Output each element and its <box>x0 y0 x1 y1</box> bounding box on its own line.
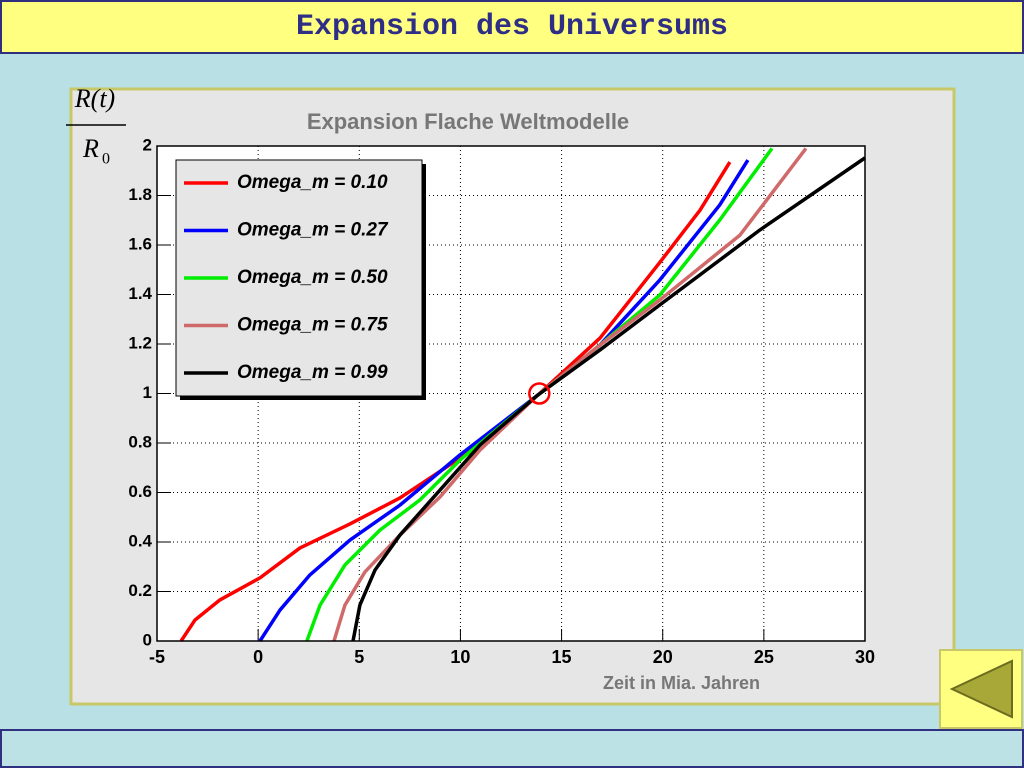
y-tick-label: 0.4 <box>128 531 152 550</box>
y-tick-label: 1.2 <box>128 333 152 352</box>
series-line <box>305 147 774 642</box>
header-bar: Expansion des Universums <box>0 0 1024 54</box>
legend-label: Omega_m = 0.10 <box>237 172 388 193</box>
y-tick-label: 0 <box>143 630 152 649</box>
slide-title: Expansion des Universums <box>295 10 729 44</box>
y-tick-label: 0.6 <box>128 482 152 501</box>
back-arrow[interactable] <box>949 659 1013 719</box>
legend-label: Omega_m = 0.27 <box>237 220 389 241</box>
x-axis-label: Zeit in Mia. Jahren <box>603 673 760 693</box>
y-axis-label-denominator: R <box>82 134 99 163</box>
series-line <box>179 161 732 642</box>
y-tick-label: 0.2 <box>128 581 152 600</box>
legend-label: Omega_m = 0.75 <box>237 315 388 336</box>
x-tick-label: 0 <box>253 647 263 667</box>
x-tick-label: 15 <box>552 647 572 667</box>
legend-label: Omega_m = 0.99 <box>237 362 388 383</box>
series-line <box>258 159 750 642</box>
x-tick-label: 30 <box>855 647 875 667</box>
x-tick-label: 25 <box>754 647 774 667</box>
x-tick-label: 5 <box>354 647 364 667</box>
y-tick-label: 1.8 <box>128 185 152 204</box>
x-tick-label: -5 <box>149 647 165 667</box>
y-axis-label-numerator: R(t) <box>74 84 115 113</box>
y-tick-label: 1.4 <box>128 284 152 303</box>
y-tick-label: 1 <box>143 383 152 402</box>
series-line <box>351 156 866 642</box>
chart-title: Expansion Flache Weltmodelle <box>307 109 629 134</box>
back-button[interactable] <box>939 649 1023 729</box>
legend-label: Omega_m = 0.50 <box>237 267 388 288</box>
marker <box>528 382 551 405</box>
plot <box>156 145 866 642</box>
y-tick-label: 1.6 <box>128 234 152 253</box>
x-tick-label: 20 <box>653 647 673 667</box>
x-tick-label: 10 <box>450 647 470 667</box>
y-axis-label-subscript: 0 <box>102 151 110 168</box>
footer-bar <box>0 729 1024 768</box>
series-line <box>332 147 808 642</box>
y-tick-label: 2 <box>143 135 152 154</box>
y-tick-label: 0.8 <box>128 432 152 451</box>
